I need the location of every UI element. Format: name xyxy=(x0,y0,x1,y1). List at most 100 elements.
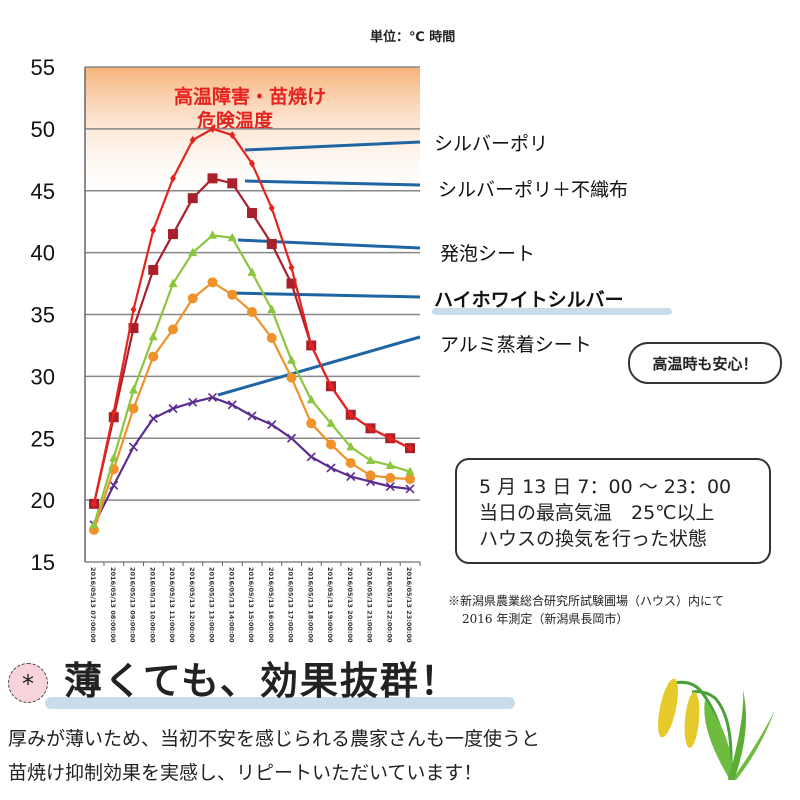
data-point-diamond xyxy=(308,341,315,350)
highlight-underline xyxy=(432,308,672,315)
x-tick-label: 2016/05/13 13:00:00 xyxy=(208,567,216,643)
x-tick-label: 2016/05/13 23:00:00 xyxy=(405,567,413,643)
body-line: 厚みが薄いため、当初不安を感じられる農家さんも一度使うと xyxy=(8,728,541,750)
legend-label-aluminum-sheet: アルミ蒸着シート xyxy=(440,334,592,356)
x-tick-label: 2016/05/13 18:00:00 xyxy=(306,567,314,643)
data-point-circle xyxy=(286,372,297,383)
data-point-circle xyxy=(247,307,257,318)
data-point-diamond xyxy=(110,408,117,417)
data-point-x xyxy=(128,442,139,452)
leader-line xyxy=(244,140,421,152)
data-point-x xyxy=(286,433,297,443)
x-tick-label: 2016/05/13 10:00:00 xyxy=(148,567,156,643)
data-point-triangle xyxy=(346,441,356,451)
safe-badge: 高温時も安心！ xyxy=(628,342,782,384)
data-point-triangle xyxy=(208,230,217,239)
data-point-x xyxy=(109,480,119,490)
legend-label-silver-poly: シルバーポリ xyxy=(434,133,549,155)
x-tick-label: 2016/05/13 16:00:00 xyxy=(267,567,275,643)
data-point-diamond xyxy=(407,444,413,453)
data-point-triangle xyxy=(89,519,99,529)
y-tick-label: 25 xyxy=(31,426,55,451)
y-tick-label: 30 xyxy=(31,364,55,389)
data-point-square xyxy=(227,178,238,189)
x-tick-label: 2016/05/13 15:00:00 xyxy=(247,567,255,643)
x-tick-label: 2016/05/13 17:00:00 xyxy=(287,567,295,643)
data-point-circle xyxy=(227,289,238,300)
leader-line xyxy=(237,238,421,250)
condition-note: 5 月 13 日 7：00 ～ 23：00 当日の最高気温 25℃以上 ハウスの… xyxy=(455,458,771,564)
x-tick-label: 2016/05/13 08:00:00 xyxy=(109,567,117,643)
data-point-diamond xyxy=(249,159,255,168)
footnote: ※新潟県農業総合研究所試験圃場（ハウス）内にて 2016 年測定（新潟県長岡市） xyxy=(448,592,724,628)
data-point-circle xyxy=(326,439,336,450)
series-line xyxy=(92,280,411,531)
data-point-triangle xyxy=(129,384,138,394)
y-tick-label: 55 xyxy=(31,55,55,80)
data-point-square xyxy=(148,264,159,275)
data-point-triangle xyxy=(385,460,395,469)
headline-underline xyxy=(45,697,515,709)
data-point-square xyxy=(207,173,218,184)
data-point-diamond xyxy=(328,382,334,391)
note-line: 当日の最高気温 25℃以上 xyxy=(479,502,715,524)
data-point-circle xyxy=(385,472,396,483)
data-point-x xyxy=(148,413,158,424)
data-point-circle xyxy=(128,403,139,414)
data-point-circle xyxy=(306,418,317,429)
data-point-triangle xyxy=(148,331,158,341)
x-tick-label: 2016/05/13 07:00:00 xyxy=(89,567,97,643)
x-tick-label: 2016/05/13 20:00:00 xyxy=(346,567,354,643)
data-point-triangle xyxy=(188,247,198,257)
data-point-triangle xyxy=(109,453,119,462)
data-point-square xyxy=(266,238,277,249)
data-point-x xyxy=(227,400,237,410)
data-point-diamond xyxy=(288,263,295,272)
data-point-triangle xyxy=(326,418,336,427)
x-tick-label: 2016/05/13 22:00:00 xyxy=(385,567,393,643)
danger-zone-label: 高温障害・苗焼け xyxy=(174,85,326,108)
x-tick-label: 2016/05/13 11:00:00 xyxy=(168,567,176,643)
data-point-x xyxy=(188,397,198,407)
data-point-diamond xyxy=(189,136,196,145)
y-tick-label: 20 xyxy=(31,488,55,513)
headline: 薄くても、効果抜群！ xyxy=(64,659,460,703)
danger-zone-label: 危険温度 xyxy=(197,109,274,132)
data-point-circle xyxy=(168,324,178,335)
legend-label-foam-sheet: 発泡シート xyxy=(440,243,536,265)
data-point-x xyxy=(207,392,218,402)
data-point-circle xyxy=(405,474,415,485)
data-point-circle xyxy=(187,293,198,304)
legend-label-silver-poly-nonwoven: シルバーポリ＋不織布 xyxy=(438,179,629,201)
x-tick-label: 2016/05/13 19:00:00 xyxy=(326,567,334,643)
flower-icon: * xyxy=(8,663,48,703)
footnote-line: 2016 年測定（新潟県長岡市） xyxy=(462,612,629,626)
y-tick-label: 35 xyxy=(31,303,55,328)
data-point-diamond xyxy=(229,131,236,140)
data-point-x xyxy=(247,411,257,421)
data-point-triangle xyxy=(168,278,178,288)
data-point-square xyxy=(247,208,257,219)
footnote-line: ※新潟県農業総合研究所試験圃場（ハウス）内にて xyxy=(448,594,725,608)
data-point-x xyxy=(306,452,316,462)
body-line: 苗焼け抑制効果を実感し、リピートいただいています！ xyxy=(8,762,483,784)
data-point-triangle xyxy=(267,304,277,314)
note-line: 5 月 13 日 7：00 ～ 23：00 xyxy=(479,476,732,498)
data-point-x xyxy=(168,403,178,414)
data-point-diamond xyxy=(91,499,97,508)
data-point-circle xyxy=(207,277,218,288)
x-tick-label: 2016/05/13 21:00:00 xyxy=(366,567,374,643)
data-point-triangle xyxy=(287,355,296,364)
data-point-diamond xyxy=(130,305,137,314)
leader-line xyxy=(244,179,421,187)
data-point-square xyxy=(128,323,139,334)
note-line: ハウスの換気を行った状態 xyxy=(479,528,708,550)
leader-line xyxy=(217,335,421,397)
data-point-circle xyxy=(365,470,376,481)
data-point-x xyxy=(346,472,356,482)
x-tick-label: 2016/05/13 12:00:00 xyxy=(188,567,196,643)
data-point-triangle xyxy=(247,267,257,276)
data-point-x xyxy=(385,481,395,492)
data-point-diamond xyxy=(387,434,394,443)
data-point-diamond xyxy=(170,174,176,183)
